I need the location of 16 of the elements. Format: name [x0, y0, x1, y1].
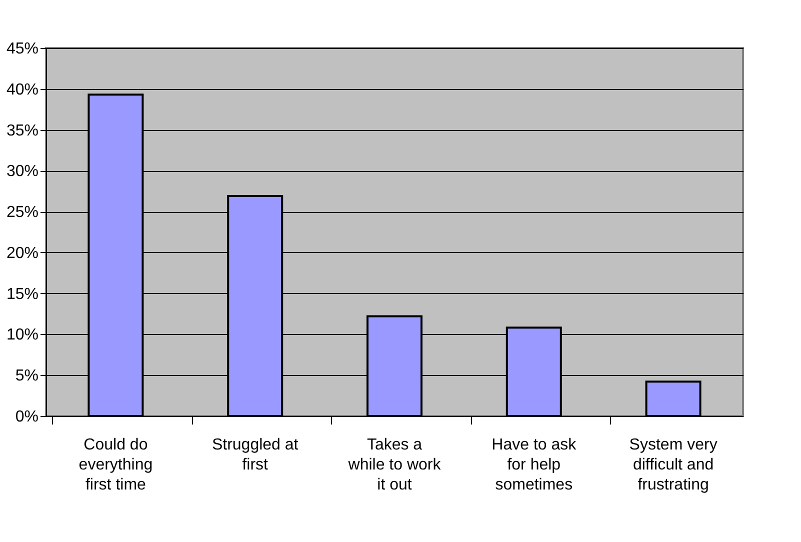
- y-tick-label: 45%: [6, 40, 38, 58]
- y-tick-label: 10%: [6, 326, 38, 344]
- y-tick-label: 40%: [6, 81, 38, 98]
- x-tick-label: Could do everything first time: [78, 436, 153, 494]
- bar: [645, 380, 702, 417]
- y-tick-label: 25%: [6, 204, 38, 222]
- x-tick-label: System very difficult and frustrating: [629, 436, 718, 494]
- x-tick-label: Takes a while to work it out: [347, 436, 442, 494]
- x-tick-label: Struggled at first: [212, 436, 299, 474]
- y-tick-label: 35%: [6, 122, 38, 140]
- y-tick-label: 30%: [6, 163, 38, 180]
- y-tick-label: 5%: [15, 368, 38, 385]
- x-tick-label: Have to ask for help sometimes: [492, 436, 578, 494]
- y-tick-label: 0%: [15, 408, 38, 426]
- y-tick-label: 15%: [6, 286, 38, 303]
- y-tick-label: 20%: [6, 244, 38, 262]
